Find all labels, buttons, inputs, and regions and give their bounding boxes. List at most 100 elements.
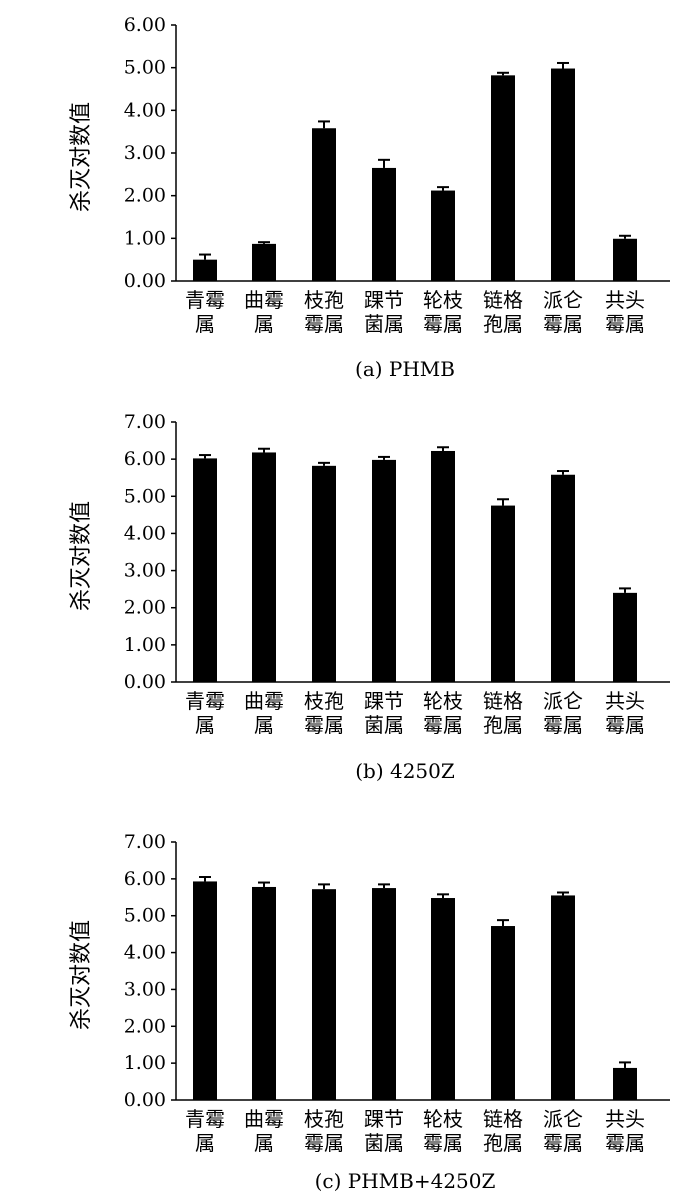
y-tick-label: 5.00: [124, 485, 166, 507]
bar: [372, 459, 396, 682]
bar: [252, 886, 276, 1100]
bar: [312, 889, 336, 1100]
bar: [491, 75, 515, 281]
x-category-label: 共头: [605, 288, 645, 312]
bar: [193, 458, 217, 682]
y-tick-label: 2.00: [124, 597, 166, 619]
x-category-label: 共头: [605, 689, 645, 713]
x-category-label: 枝孢: [304, 288, 344, 312]
x-category-label: 霉属: [304, 312, 344, 336]
y-tick-label: 1.00: [124, 1052, 166, 1074]
x-category-label: 青霉: [185, 689, 225, 713]
y-tick-label: 4.00: [124, 522, 166, 544]
y-axis-title: 杀灭对数值: [69, 102, 94, 212]
panel-caption: (a) PHMB: [355, 357, 455, 381]
x-category-label: 枝孢: [304, 689, 344, 713]
bar: [252, 452, 276, 682]
bar: [551, 474, 575, 682]
bar: [431, 898, 455, 1100]
x-category-label: 属: [254, 713, 274, 737]
x-category-label: 霉属: [423, 312, 463, 336]
y-tick-label: 6.00: [124, 14, 166, 36]
y-axis-title: 杀灭对数值: [69, 501, 94, 611]
bar: [193, 881, 217, 1100]
bar: [491, 926, 515, 1100]
x-category-label: 霉属: [605, 312, 645, 336]
y-tick-label: 3.00: [124, 142, 166, 164]
x-category-label: 属: [254, 1131, 274, 1155]
bar: [613, 1067, 637, 1100]
y-tick-label: 4.00: [124, 942, 166, 964]
y-tick-label: 5.00: [124, 57, 166, 79]
x-category-label: 派仑: [543, 288, 583, 312]
x-category-label: 霉属: [304, 1131, 344, 1155]
bar: [431, 190, 455, 281]
chart-panel-3: 0.00 1.00 2.00 3.00 4.00 5.00 6.00 7.00 杀灭对数值青霉属…: [69, 831, 670, 1193]
x-category-label: 霉属: [605, 1131, 645, 1155]
x-category-label: 霉属: [423, 713, 463, 737]
x-category-label: 属: [195, 713, 215, 737]
y-tick-label: 3.00: [124, 560, 166, 582]
bar: [193, 259, 217, 281]
y-tick-label: 5.00: [124, 905, 166, 927]
x-category-label: 链格: [483, 1107, 523, 1131]
x-category-label: 踝节: [364, 1107, 404, 1131]
x-category-label: 青霉: [185, 1107, 225, 1131]
x-category-label: 霉属: [605, 713, 645, 737]
x-category-label: 霉属: [304, 713, 344, 737]
chart-panel-2: 0.00 1.00 2.00 3.00 4.00 5.00 6.00 7.00 杀灭对数值青霉属…: [69, 411, 670, 783]
x-category-label: 属: [195, 1131, 215, 1155]
bar: [551, 895, 575, 1100]
x-category-label: 链格: [483, 689, 523, 713]
x-category-label: 孢属: [483, 1131, 523, 1155]
x-category-label: 霉属: [543, 713, 583, 737]
x-category-label: 踝节: [364, 288, 404, 312]
bar: [372, 888, 396, 1100]
y-tick-label: 0.00: [124, 270, 166, 292]
bar: [551, 68, 575, 282]
bar: [252, 243, 276, 281]
panel-caption: (b) 4250Z: [355, 759, 455, 783]
y-tick-label: 0.00: [124, 671, 166, 693]
y-tick-label: 7.00: [124, 411, 166, 433]
bar: [613, 238, 637, 281]
y-axis-title: 杀灭对数值: [69, 920, 94, 1030]
x-category-label: 共头: [605, 1107, 645, 1131]
x-category-label: 孢属: [483, 312, 523, 336]
x-category-label: 霉属: [543, 1131, 583, 1155]
x-category-label: 菌属: [364, 1131, 404, 1155]
x-category-label: 踝节: [364, 689, 404, 713]
x-category-label: 菌属: [364, 713, 404, 737]
x-category-label: 曲霉: [244, 1107, 284, 1131]
bar: [312, 128, 336, 281]
y-tick-label: 6.00: [124, 448, 166, 470]
x-category-label: 菌属: [364, 312, 404, 336]
x-category-label: 属: [195, 312, 215, 336]
x-category-label: 轮枝: [423, 1107, 463, 1131]
x-category-label: 孢属: [483, 713, 523, 737]
x-category-label: 青霉: [185, 288, 225, 312]
bar: [431, 450, 455, 682]
x-category-label: 派仑: [543, 1107, 583, 1131]
bar: [613, 592, 637, 682]
x-category-label: 派仑: [543, 689, 583, 713]
chart-panel-1: 0.001.002.003.004.005.006.00杀灭对数值青霉属曲霉属枝…: [69, 14, 670, 381]
x-category-label: 轮枝: [423, 288, 463, 312]
x-category-label: 属: [254, 312, 274, 336]
x-category-label: 曲霉: [244, 288, 284, 312]
x-category-label: 枝孢: [304, 1107, 344, 1131]
y-tick-label: 1.00: [124, 227, 166, 249]
y-tick-label: 0.00: [124, 1089, 166, 1111]
bar: [491, 505, 515, 682]
x-category-label: 曲霉: [244, 689, 284, 713]
y-tick-label: 7.00: [124, 831, 166, 853]
bar: [372, 167, 396, 281]
x-category-label: 链格: [483, 288, 523, 312]
y-tick-label: 2.00: [124, 1015, 166, 1037]
bar: [312, 465, 336, 682]
y-tick-label: 4.00: [124, 99, 166, 121]
y-tick-label: 6.00: [124, 868, 166, 890]
y-tick-label: 3.00: [124, 978, 166, 1000]
